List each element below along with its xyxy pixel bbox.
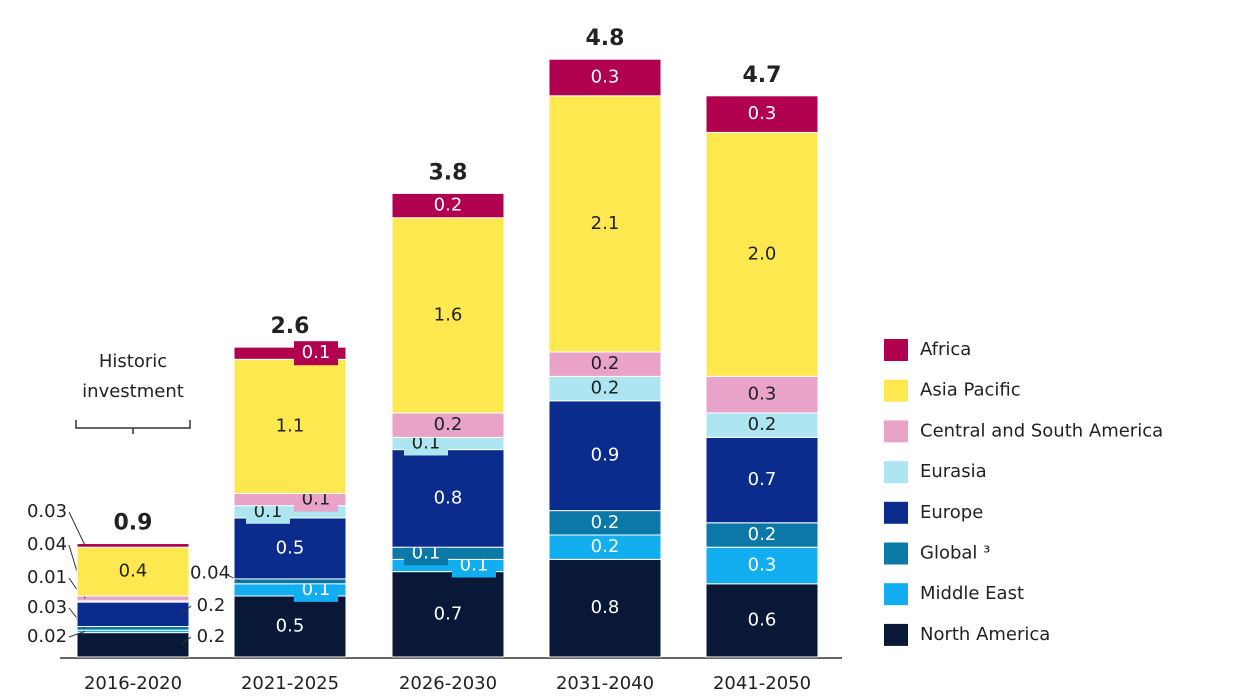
legend-swatch: [884, 420, 908, 443]
bar-segment: [548, 510, 662, 536]
data-label: 0.04: [27, 534, 67, 555]
data-label: 0.7: [748, 469, 777, 490]
data-label: 0.2: [434, 414, 463, 435]
leader-line: [180, 636, 192, 646]
legend-label: Europe: [920, 502, 983, 523]
bar-segment: [705, 95, 819, 133]
legend-swatch: [884, 379, 908, 402]
data-label: 0.5: [276, 537, 305, 558]
leader-line: [68, 511, 86, 546]
bar-segment: [76, 543, 190, 548]
data-label: 0.6: [748, 609, 777, 630]
bar-segment: [391, 192, 505, 219]
bar-segment: [76, 601, 190, 627]
bar-segment: [391, 412, 505, 438]
data-label: 0.04: [190, 562, 230, 583]
bar-segment: [548, 351, 662, 377]
data-label: 0.2: [748, 524, 777, 545]
data-label: 0.2: [591, 512, 620, 533]
data-label: 0.3: [748, 103, 777, 124]
bar-segment: [233, 578, 347, 585]
bar-segment: [548, 95, 662, 353]
x-tick-label: 2021-2025: [241, 673, 339, 694]
legend-swatch: [884, 339, 908, 361]
legend-swatch: [884, 623, 908, 646]
bar-segment: [548, 534, 662, 560]
data-label: 0.8: [591, 597, 620, 618]
bar-segment: [233, 358, 347, 495]
data-label: 0.1: [302, 342, 331, 363]
bar-segment: [76, 626, 190, 631]
bar-segment: [76, 546, 190, 597]
x-tick-label: 2031-2040: [556, 673, 654, 694]
bar-segment: [548, 58, 662, 97]
data-label: 0.3: [591, 67, 620, 88]
bar-segment: [705, 131, 819, 377]
data-label: 0.7: [434, 603, 463, 624]
total-label: 3.8: [429, 160, 468, 185]
bracket: [75, 420, 191, 434]
total-label: 0.9: [114, 511, 153, 536]
legend-label: Central and South America: [920, 420, 1163, 441]
leader-line: [68, 630, 86, 638]
legend-label: Middle East: [920, 583, 1024, 604]
data-label: 0.5: [276, 616, 305, 637]
x-tick-label: 2016-2020: [84, 673, 182, 694]
data-label: 0.2: [197, 595, 226, 616]
bar-segment: [705, 436, 819, 524]
data-label: 0.9: [591, 445, 620, 466]
data-label: 0.2: [197, 626, 226, 647]
bar-segment: [705, 375, 819, 414]
bar-segment: [233, 595, 347, 658]
label-box: [294, 341, 338, 366]
data-label: 1.1: [276, 415, 305, 436]
data-label: 0.01: [27, 567, 67, 588]
bar-segment: [548, 558, 662, 658]
total-label: 4.7: [743, 63, 782, 88]
data-label: 0.8: [434, 487, 463, 508]
x-tick-label: 2041-2050: [713, 673, 811, 694]
legend-label: Global ³: [920, 543, 990, 564]
data-label: 0.2: [434, 195, 463, 216]
data-label: 0.03: [27, 501, 67, 522]
bar-segment: [76, 632, 190, 658]
legend-swatch: [884, 542, 908, 565]
legend-swatch: [884, 501, 908, 524]
bar-segment: [76, 595, 190, 602]
data-label: 0.3: [748, 555, 777, 576]
total-label: 4.8: [586, 26, 625, 51]
leader-line: [180, 605, 192, 615]
bar-segment: [391, 571, 505, 658]
annotation: investment: [82, 381, 184, 402]
legend-swatch: [884, 461, 908, 484]
data-label: 0.4: [119, 561, 148, 582]
legend-swatch: [884, 583, 908, 606]
legend-label: North America: [920, 624, 1050, 645]
bar-segment: [391, 217, 505, 414]
annotation: Historic: [99, 351, 167, 372]
data-label: 2.0: [748, 243, 777, 264]
total-label: 2.6: [271, 314, 310, 339]
data-label: 0.2: [748, 414, 777, 435]
data-label: 0.03: [27, 597, 67, 618]
data-label: 1.6: [434, 304, 463, 325]
data-label: 0.3: [748, 384, 777, 405]
bar-segment: [391, 449, 505, 548]
bar-segment: [233, 517, 347, 580]
legend-label: Africa: [920, 339, 971, 360]
data-label: 0.2: [591, 378, 620, 399]
data-label: 2.1: [591, 213, 620, 234]
x-tick-label: 2026-2030: [399, 673, 497, 694]
data-label: 0.02: [27, 626, 67, 647]
legend-label: Asia Pacific: [920, 380, 1021, 401]
data-label: 0.2: [591, 353, 620, 374]
data-label: 0.2: [591, 536, 620, 557]
legend-label: Eurasia: [920, 461, 987, 482]
